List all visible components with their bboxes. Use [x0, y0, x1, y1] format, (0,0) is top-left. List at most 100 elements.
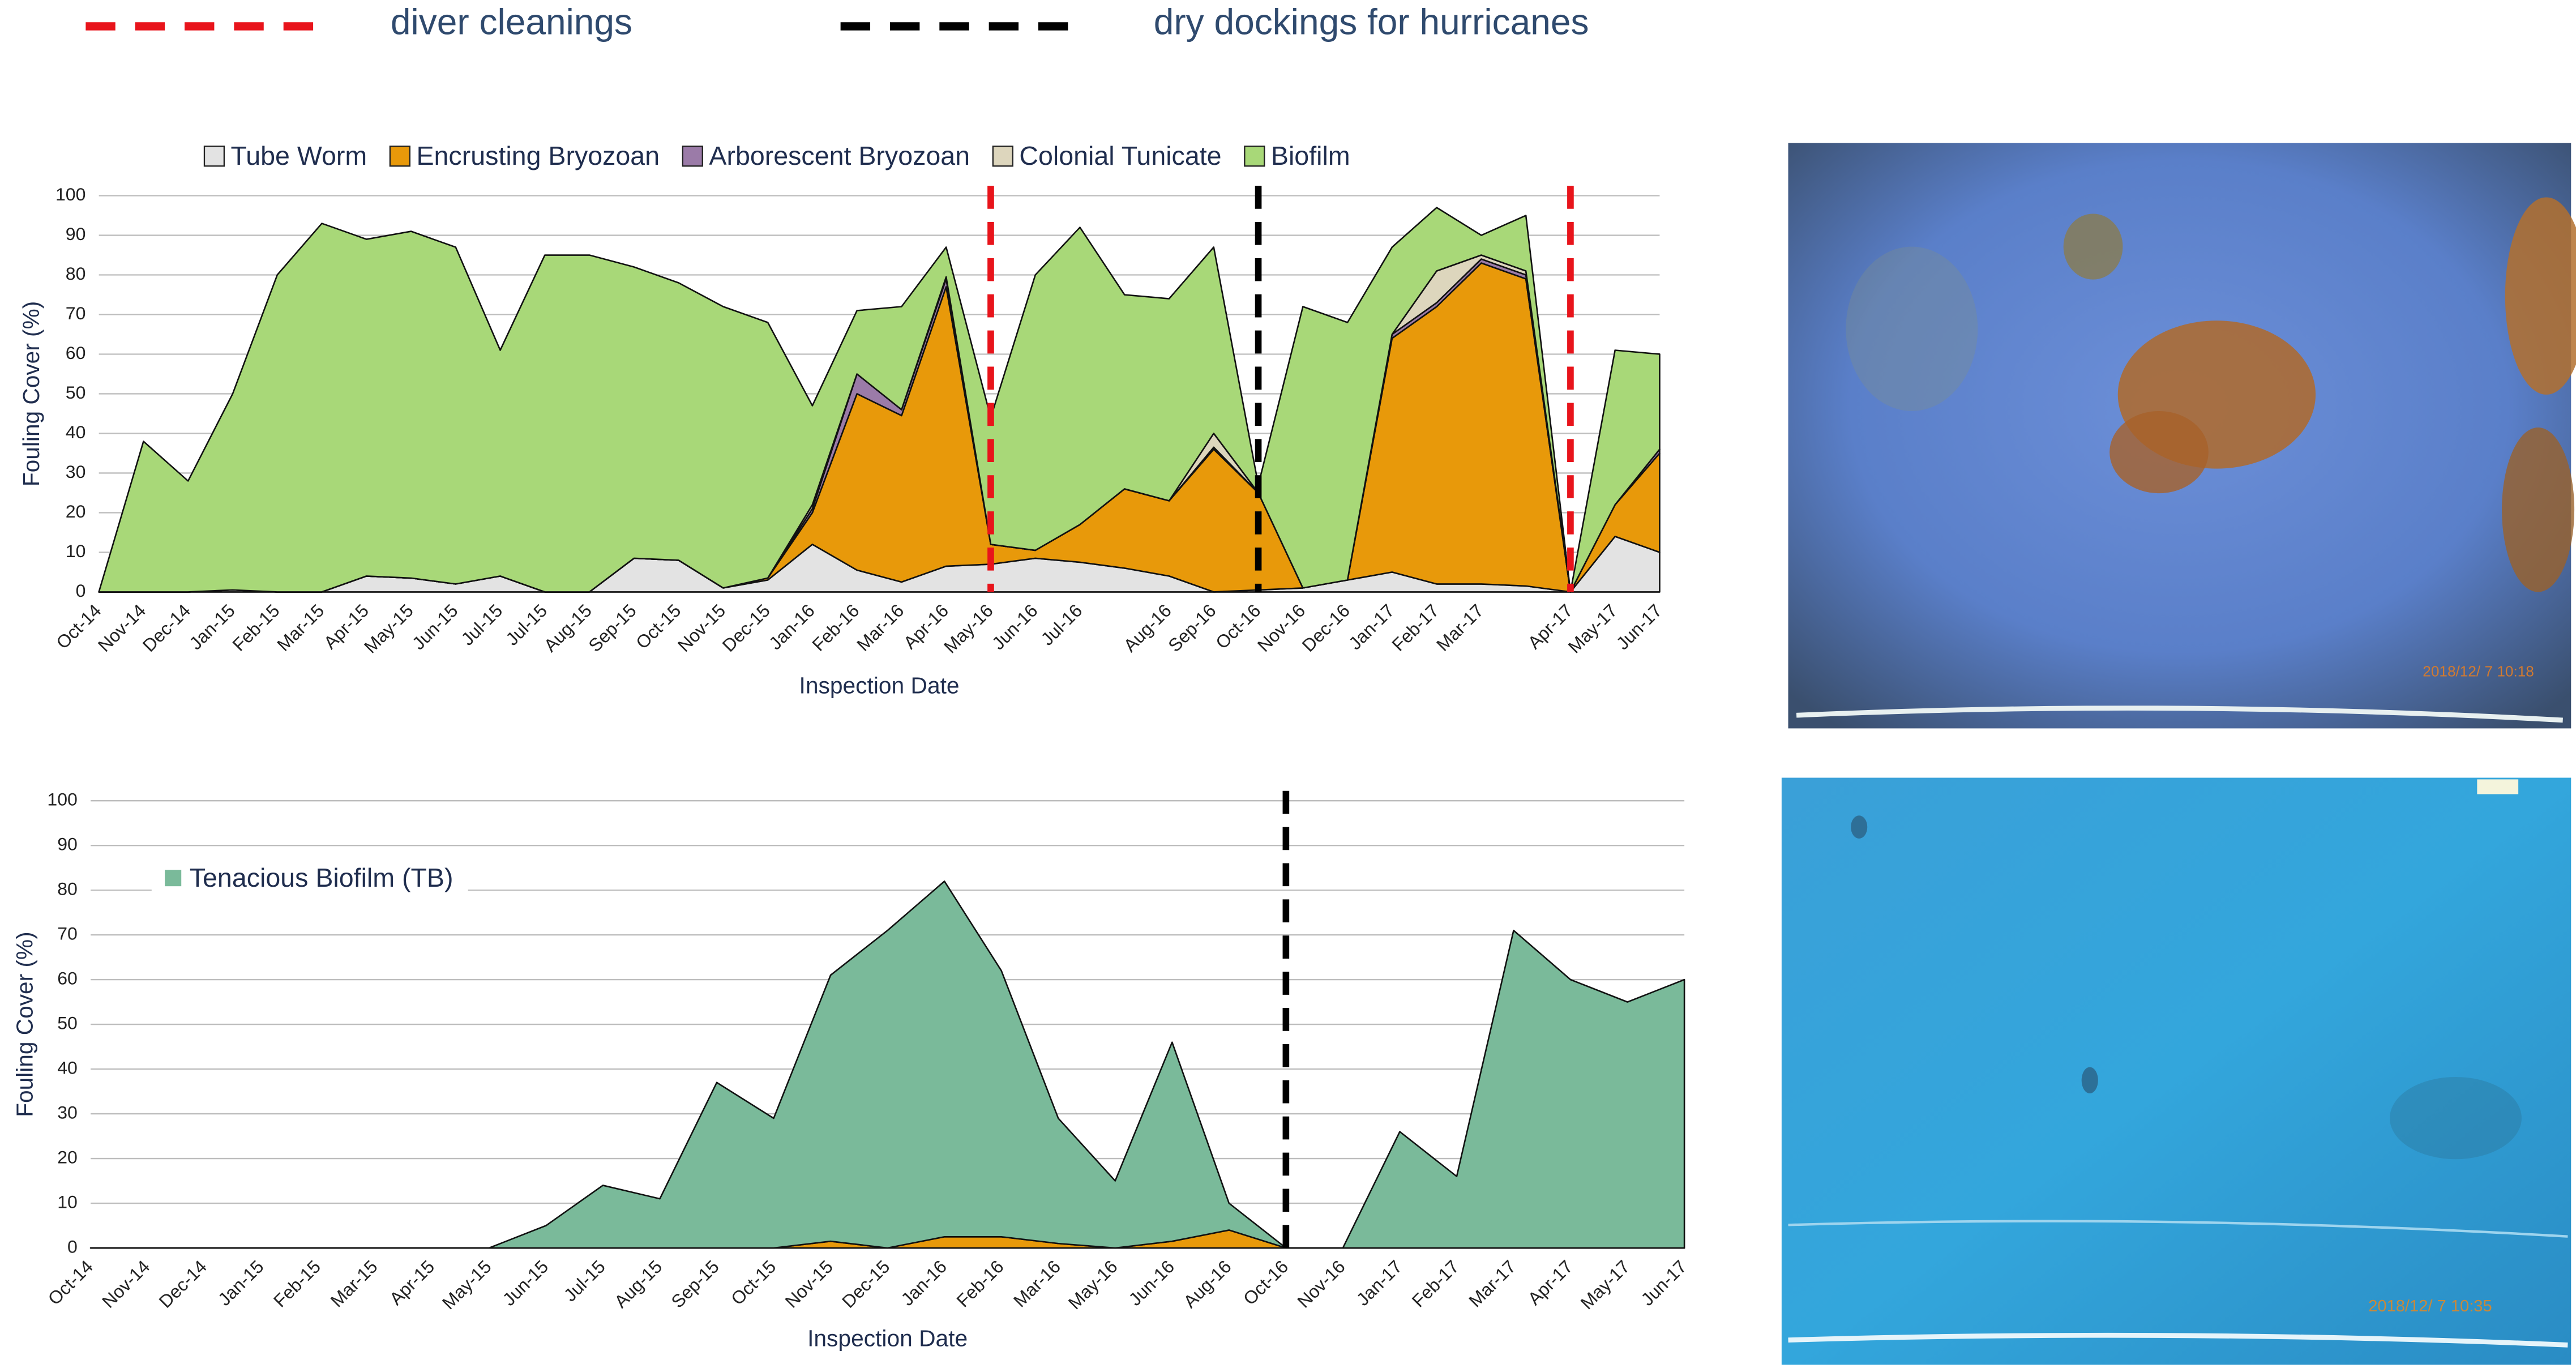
x-tick-label: Mar-16 — [1009, 1256, 1064, 1311]
x-tick-label: Oct-15 — [727, 1256, 780, 1309]
x-tick-label: May-17 — [1577, 1256, 1634, 1314]
y-tick-label: 80 — [57, 879, 78, 899]
x-tick-label: Mar-17 — [1465, 1256, 1520, 1311]
x-tick-label: Jul-16 — [1037, 600, 1086, 649]
x-tick-label: Mar-16 — [853, 600, 908, 655]
x-tick-label: Nov-15 — [781, 1256, 837, 1312]
y-tick-label: 30 — [66, 461, 86, 482]
y-tick-label: 50 — [57, 1013, 78, 1033]
x-tick-label: Jul-15 — [560, 1256, 609, 1306]
event-legend-label: diver cleanings — [391, 1, 632, 42]
x-tick-label: Feb-15 — [269, 1256, 324, 1311]
y-tick-label: 20 — [57, 1147, 78, 1168]
x-tick-label: Feb-17 — [1388, 600, 1443, 655]
x-tick-label: Apr-15 — [386, 1256, 438, 1309]
photo-bottom: 2018/12/ 7 10:35 — [1781, 777, 2571, 1365]
x-tick-label: Jul-15 — [457, 600, 506, 649]
legend-swatch — [1244, 146, 1265, 167]
x-tick-label: Feb-16 — [952, 1256, 1007, 1311]
x-tick-label: Jun-17 — [1612, 600, 1666, 653]
y-tick-label: 50 — [66, 382, 86, 403]
y-axis-title: Fouling Cover (%) — [18, 301, 44, 486]
x-tick-label: Aug-15 — [540, 600, 596, 656]
x-tick-label: Aug-16 — [1119, 600, 1175, 656]
area — [98, 207, 1661, 593]
y-tick-label: 10 — [66, 541, 86, 561]
x-tick-label: Jun-15 — [408, 600, 462, 653]
x-tick-label: May-17 — [1564, 600, 1621, 657]
x-tick-label: Nov-15 — [674, 600, 729, 656]
x-tick-label: Dec-15 — [718, 600, 774, 656]
x-tick-label: Jan-16 — [897, 1256, 951, 1310]
legend-label: Colonial Tunicate — [1019, 141, 1221, 170]
x-tick-label: Sep-15 — [667, 1256, 722, 1312]
x-tick-label: Aug-15 — [610, 1256, 666, 1312]
area — [89, 880, 1685, 1249]
x-tick-label: May-16 — [940, 600, 997, 657]
y-axis-title: Fouling Cover (%) — [11, 931, 37, 1117]
y-tick-label: 60 — [66, 343, 86, 363]
y-tick-label: 100 — [55, 184, 85, 204]
legend-label: Arborescent Bryozoan — [709, 141, 970, 170]
x-tick-label: Jun-16 — [988, 600, 1042, 653]
x-tick-label: Dec-14 — [139, 600, 194, 656]
x-tick-label: May-15 — [360, 600, 417, 657]
legend-swatch — [203, 146, 225, 167]
y-tick-label: 10 — [57, 1192, 78, 1212]
y-tick-label: 40 — [57, 1058, 78, 1078]
photo-timestamp: 2018/12/ 7 10:18 — [2423, 663, 2534, 680]
photo-timestamp: 2018/12/ 7 10:35 — [2368, 1297, 2492, 1315]
y-tick-label: 100 — [47, 789, 77, 810]
x-tick-label: Dec-15 — [838, 1256, 893, 1312]
x-tick-label: Sep-15 — [584, 600, 640, 656]
x-tick-label: Oct-14 — [44, 1256, 97, 1309]
x-tick-label: Jan-15 — [214, 1256, 268, 1310]
legend-box — [151, 855, 468, 905]
y-tick-label: 0 — [67, 1236, 78, 1256]
x-tick-label: Jun-16 — [1125, 1256, 1179, 1310]
x-tick-label: May-15 — [438, 1256, 495, 1314]
y-tick-label: 80 — [66, 263, 86, 284]
x-tick-label: Nov-14 — [98, 1256, 153, 1312]
x-tick-label: Mar-15 — [273, 600, 328, 655]
x-tick-label: Jan-17 — [1345, 600, 1398, 653]
x-tick-label: Apr-17 — [1524, 1256, 1577, 1309]
x-tick-label: Nov-14 — [94, 600, 149, 656]
x-tick-label: Jan-15 — [185, 600, 239, 653]
x-tick-label: Oct-16 — [1239, 1256, 1292, 1309]
y-tick-label: 70 — [66, 303, 86, 323]
photo-top: 2018/12/ 7 10:18 — [1788, 143, 2576, 729]
y-tick-label: 40 — [66, 422, 86, 442]
x-tick-label: Sep-16 — [1164, 600, 1219, 656]
chart: 0102030405060708090100Oct-14Nov-14Dec-14… — [18, 141, 1666, 698]
x-tick-label: Feb-15 — [228, 600, 283, 655]
legend-swatch — [682, 146, 703, 167]
x-tick-label: Nov-16 — [1253, 600, 1309, 656]
x-tick-label: Nov-16 — [1293, 1256, 1349, 1312]
x-tick-label: Jun-17 — [1637, 1256, 1691, 1310]
y-tick-label: 60 — [57, 968, 78, 989]
legend-swatch — [165, 870, 182, 887]
x-tick-label: Dec-16 — [1298, 600, 1354, 656]
y-tick-label: 20 — [66, 501, 86, 521]
x-tick-label: Feb-16 — [808, 600, 863, 655]
legend-swatch — [389, 146, 411, 167]
x-tick-label: Jun-15 — [499, 1256, 553, 1310]
event-legend-label: dry dockings for hurricanes — [1154, 1, 1589, 42]
x-tick-label: Dec-14 — [155, 1256, 211, 1312]
x-tick-label: May-16 — [1064, 1256, 1122, 1314]
y-tick-label: 90 — [66, 224, 86, 244]
x-tick-label: Jan-16 — [765, 600, 819, 653]
y-tick-label: 70 — [57, 924, 78, 944]
x-tick-label: Aug-16 — [1179, 1256, 1235, 1312]
legend-label: Biofilm — [1271, 141, 1350, 170]
y-tick-label: 90 — [57, 834, 78, 854]
x-tick-label: Mar-15 — [327, 1256, 382, 1311]
y-tick-label: 30 — [57, 1102, 78, 1123]
x-axis-title: Inspection Date — [799, 673, 960, 699]
y-tick-label: 0 — [76, 580, 86, 601]
legend-label: Tenacious Biofilm (TB) — [190, 863, 453, 892]
legend-label: Encrusting Bryozoan — [416, 141, 660, 170]
